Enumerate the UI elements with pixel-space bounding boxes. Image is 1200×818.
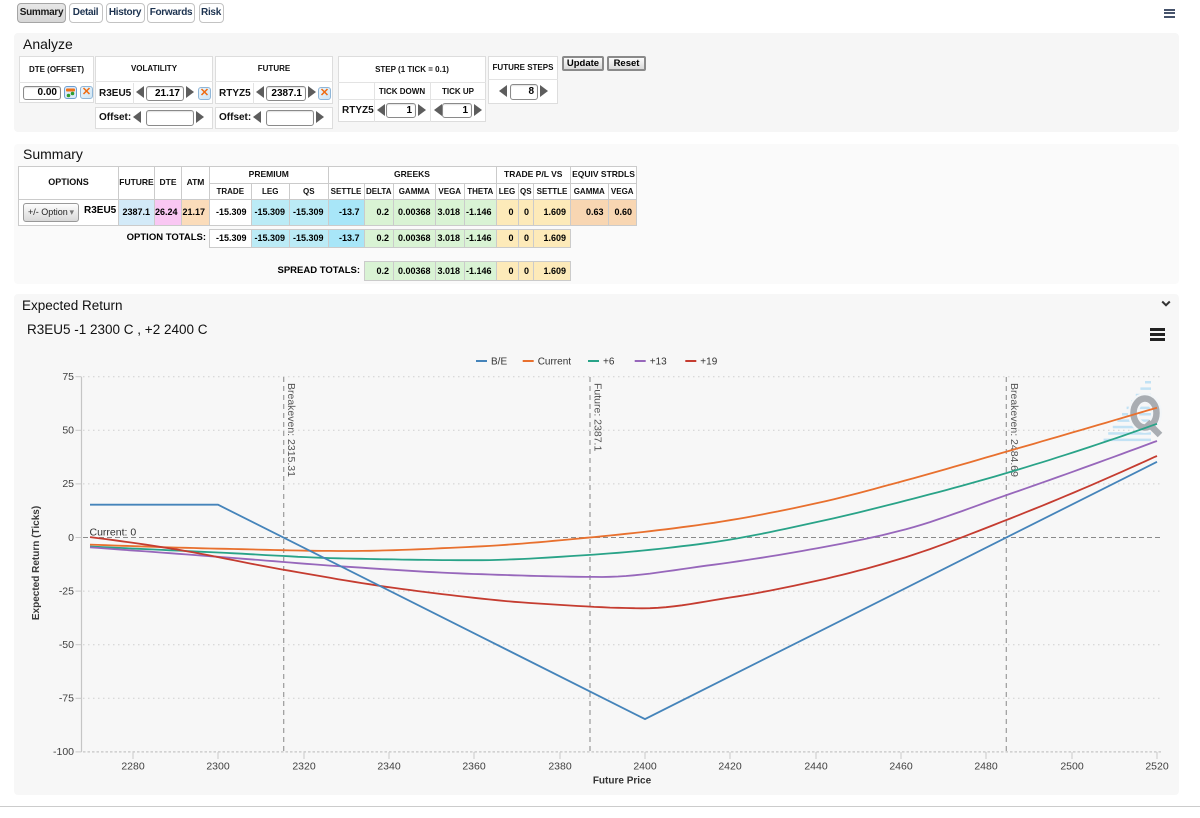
svg-text:+19: +19	[700, 356, 717, 367]
svg-text:2300: 2300	[206, 761, 230, 773]
svg-text:75: 75	[62, 371, 74, 383]
svg-text:0: 0	[68, 532, 74, 544]
svg-text:2480: 2480	[974, 761, 998, 773]
svg-text:-25: -25	[59, 585, 74, 597]
svg-text:Breakeven: 2484.69: Breakeven: 2484.69	[1008, 383, 1020, 477]
svg-text:2520: 2520	[1145, 761, 1169, 773]
svg-text:Breakeven: 2315.31: Breakeven: 2315.31	[285, 383, 297, 477]
svg-text:Future Price: Future Price	[593, 776, 652, 787]
svg-text:-50: -50	[59, 639, 74, 651]
svg-text:50: 50	[62, 425, 74, 437]
svg-text:2440: 2440	[804, 761, 828, 773]
svg-text:-75: -75	[59, 693, 74, 705]
svg-text:2380: 2380	[548, 761, 572, 773]
svg-text:+6: +6	[603, 356, 615, 367]
svg-text:2420: 2420	[718, 761, 742, 773]
svg-text:2500: 2500	[1060, 761, 1084, 773]
svg-text:-100: -100	[53, 746, 74, 758]
svg-text:Expected Return (Ticks): Expected Return (Ticks)	[31, 506, 42, 620]
svg-text:2320: 2320	[292, 761, 316, 773]
svg-text:Future: 2387.1: Future: 2387.1	[592, 383, 604, 451]
svg-text:2280: 2280	[121, 761, 145, 773]
svg-text:Current: Current	[538, 356, 572, 367]
svg-text:+13: +13	[650, 356, 667, 367]
svg-text:2400: 2400	[633, 761, 657, 773]
svg-text:2340: 2340	[377, 761, 401, 773]
svg-text:25: 25	[62, 478, 74, 490]
svg-text:B/E: B/E	[491, 356, 507, 367]
svg-text:Current: 0: Current: 0	[90, 527, 137, 539]
svg-text:2360: 2360	[462, 761, 486, 773]
svg-text:2460: 2460	[889, 761, 913, 773]
